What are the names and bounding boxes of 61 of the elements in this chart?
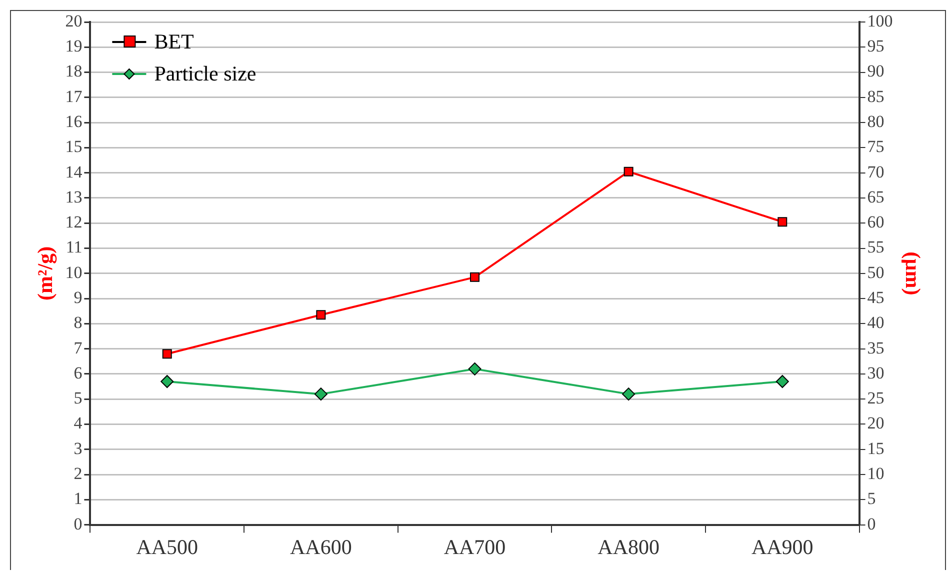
y2-tick-label: 65 <box>867 187 884 206</box>
y-tick-label: 20 <box>65 11 82 30</box>
y2-tick-label: 10 <box>867 464 884 483</box>
x-tick-label: AA900 <box>751 534 814 559</box>
y-axis-title: (m²/g) <box>33 246 58 300</box>
legend-label: Particle size <box>154 62 256 86</box>
y-tick-label: 5 <box>74 388 82 408</box>
x-tick-label: AA700 <box>444 534 506 559</box>
y2-tick-label: 90 <box>867 62 884 81</box>
y-tick-label: 10 <box>65 262 82 282</box>
point <box>162 349 172 359</box>
y2-axis-title: (µm) <box>900 252 925 296</box>
y-tick-label: 14 <box>65 162 83 182</box>
y-tick-label: 9 <box>74 288 82 308</box>
point <box>776 375 789 388</box>
y2-tick-label: 25 <box>867 388 884 408</box>
y2-tick-label: 75 <box>867 137 884 156</box>
legend-label: BET <box>154 30 194 54</box>
y2-tick-label: 55 <box>867 238 884 257</box>
y-tick-label: 3 <box>74 438 82 458</box>
y-tick-label: 12 <box>65 212 82 232</box>
y-tick-label: 7 <box>74 338 83 358</box>
y2-tick-label: 95 <box>867 36 884 56</box>
y2-tick-label: 30 <box>867 363 884 382</box>
y2-tick-label: 50 <box>867 262 884 282</box>
y-tick-label: 6 <box>74 363 82 382</box>
y2-tick-label: 15 <box>867 438 884 458</box>
y2-tick-label: 0 <box>867 514 876 534</box>
y-tick-label: 8 <box>74 313 82 332</box>
y-tick-label: 17 <box>65 86 83 106</box>
y2-tick-label: 40 <box>867 313 884 332</box>
point <box>470 272 480 282</box>
y-tick-label: 0 <box>74 514 82 534</box>
y2-tick-label: 35 <box>867 338 884 358</box>
x-tick-label: AA600 <box>290 534 352 559</box>
point <box>778 217 788 227</box>
y-tick-label: 15 <box>65 137 82 156</box>
point <box>314 388 328 401</box>
y2-tick-label: 80 <box>867 112 884 132</box>
point <box>624 166 634 176</box>
y2-tick-label: 60 <box>867 212 884 232</box>
y2-tick-label: 20 <box>867 414 884 433</box>
y-tick-label: 1 <box>74 489 82 508</box>
y2-tick-label: 100 <box>867 11 893 30</box>
x-tick-label: AA800 <box>598 534 660 559</box>
x-tick-label: AA500 <box>136 534 198 559</box>
y2-tick-label: 70 <box>867 162 884 182</box>
y-tick-label: 13 <box>65 187 82 206</box>
y2-tick-label: 5 <box>867 489 876 508</box>
y2-tick-label: 85 <box>867 86 884 106</box>
point <box>622 388 636 401</box>
point <box>160 375 174 388</box>
y-tick-label: 19 <box>65 36 82 56</box>
point <box>468 362 482 376</box>
y-tick-label: 4 <box>74 414 83 433</box>
y-tick-label: 11 <box>66 238 82 257</box>
point <box>316 310 326 320</box>
y-tick-label: 18 <box>65 62 82 81</box>
y-tick-label: 2 <box>74 464 82 483</box>
y-tick-label: 16 <box>65 112 82 132</box>
y2-tick-label: 45 <box>867 288 884 308</box>
